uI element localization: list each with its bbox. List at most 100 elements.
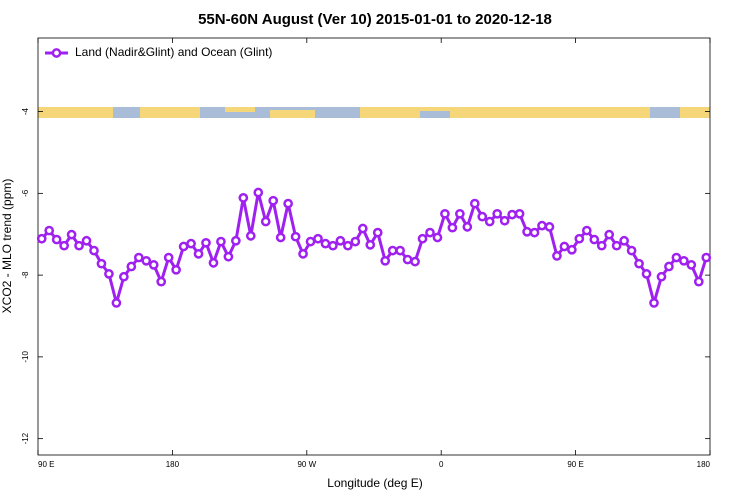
point xyxy=(552,251,562,261)
point xyxy=(425,227,435,238)
point xyxy=(701,252,712,263)
y-tick-label: -12 xyxy=(21,432,30,444)
point xyxy=(298,249,308,259)
point xyxy=(119,271,129,282)
point xyxy=(581,225,592,236)
point xyxy=(357,223,368,234)
point xyxy=(395,245,405,256)
point xyxy=(208,258,219,268)
point xyxy=(268,195,279,206)
point xyxy=(260,216,271,227)
point xyxy=(171,264,181,275)
point xyxy=(402,254,413,265)
point xyxy=(380,255,391,266)
x-tick-label: 0 xyxy=(439,460,444,469)
point xyxy=(104,269,114,279)
point xyxy=(51,234,62,245)
point xyxy=(313,233,323,244)
point xyxy=(604,229,615,240)
point xyxy=(544,222,555,232)
point xyxy=(193,249,204,259)
point xyxy=(89,245,99,256)
y-tick-label: -10 xyxy=(21,351,30,363)
point xyxy=(626,245,637,256)
x-tick-label: 90 W xyxy=(297,460,316,469)
point xyxy=(320,238,331,249)
x-axis-title: Longitude (deg E) xyxy=(327,476,422,490)
point xyxy=(81,235,92,246)
point xyxy=(66,229,77,240)
point xyxy=(507,209,517,220)
point xyxy=(305,236,316,247)
point xyxy=(186,238,196,249)
point xyxy=(484,216,495,227)
point xyxy=(74,240,84,251)
point xyxy=(514,208,525,219)
point xyxy=(410,256,420,267)
point xyxy=(574,233,585,244)
point xyxy=(335,235,346,246)
point xyxy=(156,276,167,287)
point xyxy=(245,231,256,241)
x-tick-label: 90 E xyxy=(567,460,583,469)
legend-marker xyxy=(51,48,62,58)
chart-title: 55N-60N August (Ver 10) 2015-01-01 to 20… xyxy=(198,11,552,28)
point xyxy=(283,198,293,209)
point xyxy=(216,236,226,247)
point xyxy=(664,261,674,272)
point xyxy=(440,208,450,219)
point xyxy=(686,260,697,270)
y-tick-label: -6 xyxy=(21,189,30,197)
point xyxy=(559,241,570,252)
map-strip xyxy=(38,107,710,118)
point xyxy=(111,298,122,308)
point xyxy=(611,240,622,251)
point xyxy=(537,220,547,231)
point xyxy=(469,198,480,209)
point xyxy=(567,244,577,255)
point xyxy=(462,222,473,232)
x-tick-label: 90 E xyxy=(38,460,54,469)
point xyxy=(365,240,376,250)
point xyxy=(163,252,174,263)
point xyxy=(693,276,704,287)
point xyxy=(641,269,652,279)
x-tick-label: 180 xyxy=(697,460,711,469)
y-tick-label: -8 xyxy=(21,271,30,279)
point xyxy=(634,258,644,269)
y-axis-title: XCO2 - MLO trend (ppm) xyxy=(0,179,14,314)
point xyxy=(343,240,353,251)
point xyxy=(290,231,301,242)
point xyxy=(432,232,443,243)
point xyxy=(141,255,152,266)
point xyxy=(372,227,383,238)
point xyxy=(649,298,659,308)
legend-label: Land (Nadir&Glint) and Ocean (Glint) xyxy=(75,45,272,59)
point xyxy=(499,215,510,226)
point xyxy=(328,240,338,251)
point xyxy=(656,271,667,282)
point xyxy=(671,252,682,263)
point xyxy=(231,235,241,246)
point xyxy=(447,222,458,233)
plot-frame xyxy=(37,37,711,456)
point xyxy=(238,193,249,203)
point xyxy=(178,241,189,252)
point xyxy=(679,255,689,266)
point xyxy=(126,261,137,272)
point xyxy=(36,233,47,244)
point xyxy=(589,234,600,245)
point xyxy=(350,236,361,247)
point xyxy=(455,208,465,219)
point xyxy=(275,232,286,243)
point xyxy=(522,226,532,237)
point xyxy=(619,235,629,246)
y-tick-label: -4 xyxy=(21,107,30,115)
point xyxy=(387,245,398,256)
point xyxy=(492,208,503,219)
point xyxy=(133,252,144,263)
point xyxy=(417,233,428,244)
point xyxy=(96,258,107,269)
x-tick-label: 180 xyxy=(166,460,180,469)
